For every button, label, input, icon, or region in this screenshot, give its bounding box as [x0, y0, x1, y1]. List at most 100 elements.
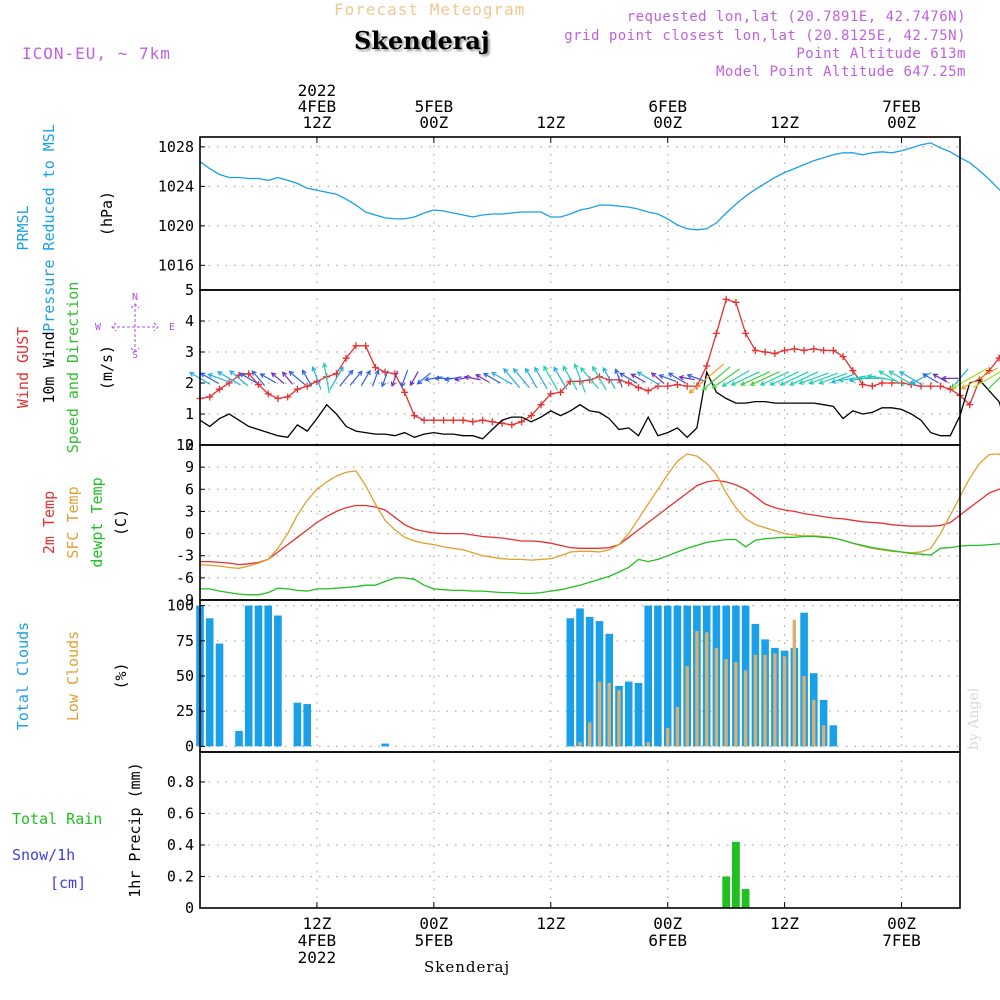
gust-marker [508, 421, 516, 429]
pressure-ytick-label: 1016 [158, 256, 194, 274]
gust-marker [264, 390, 272, 398]
clouds-bar [254, 605, 263, 747]
temperature-ytick-label: 0 [185, 525, 194, 543]
gust-marker [673, 381, 681, 389]
wind-ytick-label: 0 [185, 436, 194, 454]
gust-marker [293, 385, 301, 393]
wind-arrow [580, 366, 599, 390]
temperature-ytick-label: -6 [176, 569, 194, 587]
wind-arrow [238, 372, 258, 385]
wind-arrow [199, 372, 219, 385]
gust-marker [206, 393, 214, 401]
clouds-bar [695, 631, 699, 747]
wind-arrow [229, 370, 249, 387]
gust-marker [664, 382, 672, 390]
clouds-bar [617, 690, 621, 747]
wind-arrow [311, 365, 322, 390]
wind-arrow [207, 373, 231, 383]
wind-arrow [650, 372, 665, 385]
wind-arrow [701, 366, 731, 391]
gust-marker [800, 346, 808, 354]
gust-marker [742, 329, 750, 337]
clouds-bar [792, 619, 796, 747]
wind-arrow [940, 375, 959, 382]
temperature-ytick-label: -9 [176, 591, 194, 609]
clouds-bar [812, 699, 816, 747]
gust-marker [878, 379, 886, 387]
bottom-time-label: 00Z [653, 914, 682, 933]
wind-arrow [808, 372, 839, 385]
wind-arrow [301, 369, 313, 387]
clouds-bar [303, 704, 311, 747]
model-name: ICON-EU, ~ 7km [22, 44, 171, 63]
temperature-ytick-label: 6 [185, 480, 194, 498]
gust-marker [781, 346, 789, 354]
bottom-time-label: 12Z [302, 914, 331, 933]
gust-marker [215, 385, 223, 393]
gust-marker [557, 388, 565, 396]
precip-ytick-label: 0 [185, 899, 194, 917]
wind-arrow [614, 368, 623, 388]
wind-arrow [909, 372, 932, 385]
wind-arrow [553, 366, 568, 390]
clouds-bar [829, 725, 838, 747]
top-time-label: 00Z [887, 113, 916, 132]
wind-arrow [658, 374, 677, 382]
clouds-bar [624, 681, 633, 747]
gust-marker [518, 418, 526, 426]
wind-arrow [381, 370, 389, 388]
top-time-label: 12Z [770, 113, 799, 132]
wind-arrow [779, 371, 809, 386]
wind-panel [111, 289, 1000, 446]
wind-arrow [525, 367, 538, 389]
pressure-panel [199, 136, 1000, 291]
compass-north: N [132, 292, 138, 303]
clouds-bar [644, 605, 652, 747]
requested-coordinates: requested lon,lat (20.7891E, 42.7476N) [626, 9, 966, 25]
wind-series-line [199, 369, 1000, 440]
clouds-bar [566, 618, 575, 747]
top-time-label: 00Z [419, 113, 448, 132]
compass-west: W [95, 322, 102, 333]
gust-marker [732, 298, 740, 306]
wind-arrow [602, 366, 616, 389]
wind-arrow [423, 376, 443, 382]
wind-arrow [433, 375, 452, 382]
clouds-bar [685, 666, 689, 747]
wind-arrow [711, 368, 741, 389]
bottom-time-label: 5FEB [415, 931, 454, 950]
wind-arrow [349, 370, 363, 386]
clouds-axis-label: Total Clouds [14, 622, 32, 730]
clouds-bar [666, 728, 670, 747]
precip-ytick-label: 0.4 [167, 836, 194, 854]
clouds-ytick-label: 75 [176, 632, 194, 650]
wind-arrow [866, 373, 897, 382]
grid-point-coordinates: grid point closest lon,lat (20.8125E, 42… [564, 28, 966, 44]
wind-arrow [371, 369, 380, 387]
precip-unit-label: [cm] [50, 874, 86, 892]
clouds-bar [381, 743, 389, 747]
wind-ytick-label: 1 [185, 405, 194, 423]
wind-arrow [288, 370, 306, 386]
clouds-bar [576, 608, 584, 747]
precip-bar [732, 841, 740, 908]
clouds-axis-label: Low Clouds [64, 631, 82, 721]
wind-arrow [592, 365, 607, 391]
clouds-ytick-label: 50 [176, 667, 194, 685]
clouds-bar [607, 683, 611, 747]
top-time-label: 7FEB [882, 97, 921, 116]
wind-axis-label: (m/s) [98, 345, 116, 390]
gust-marker [488, 418, 496, 426]
clouds-bar [585, 616, 594, 747]
wind-axis-label: Wind GUST [14, 327, 32, 408]
gust-marker [391, 370, 399, 378]
compass-south: S [132, 350, 138, 361]
clouds-panel [196, 599, 961, 753]
gust-marker [303, 382, 311, 390]
wind-arrow [503, 367, 521, 389]
clouds-bar [773, 653, 777, 747]
clouds-bar [244, 605, 253, 747]
gust-marker [547, 390, 555, 398]
gust-marker [586, 376, 594, 384]
gust-marker [946, 385, 954, 393]
